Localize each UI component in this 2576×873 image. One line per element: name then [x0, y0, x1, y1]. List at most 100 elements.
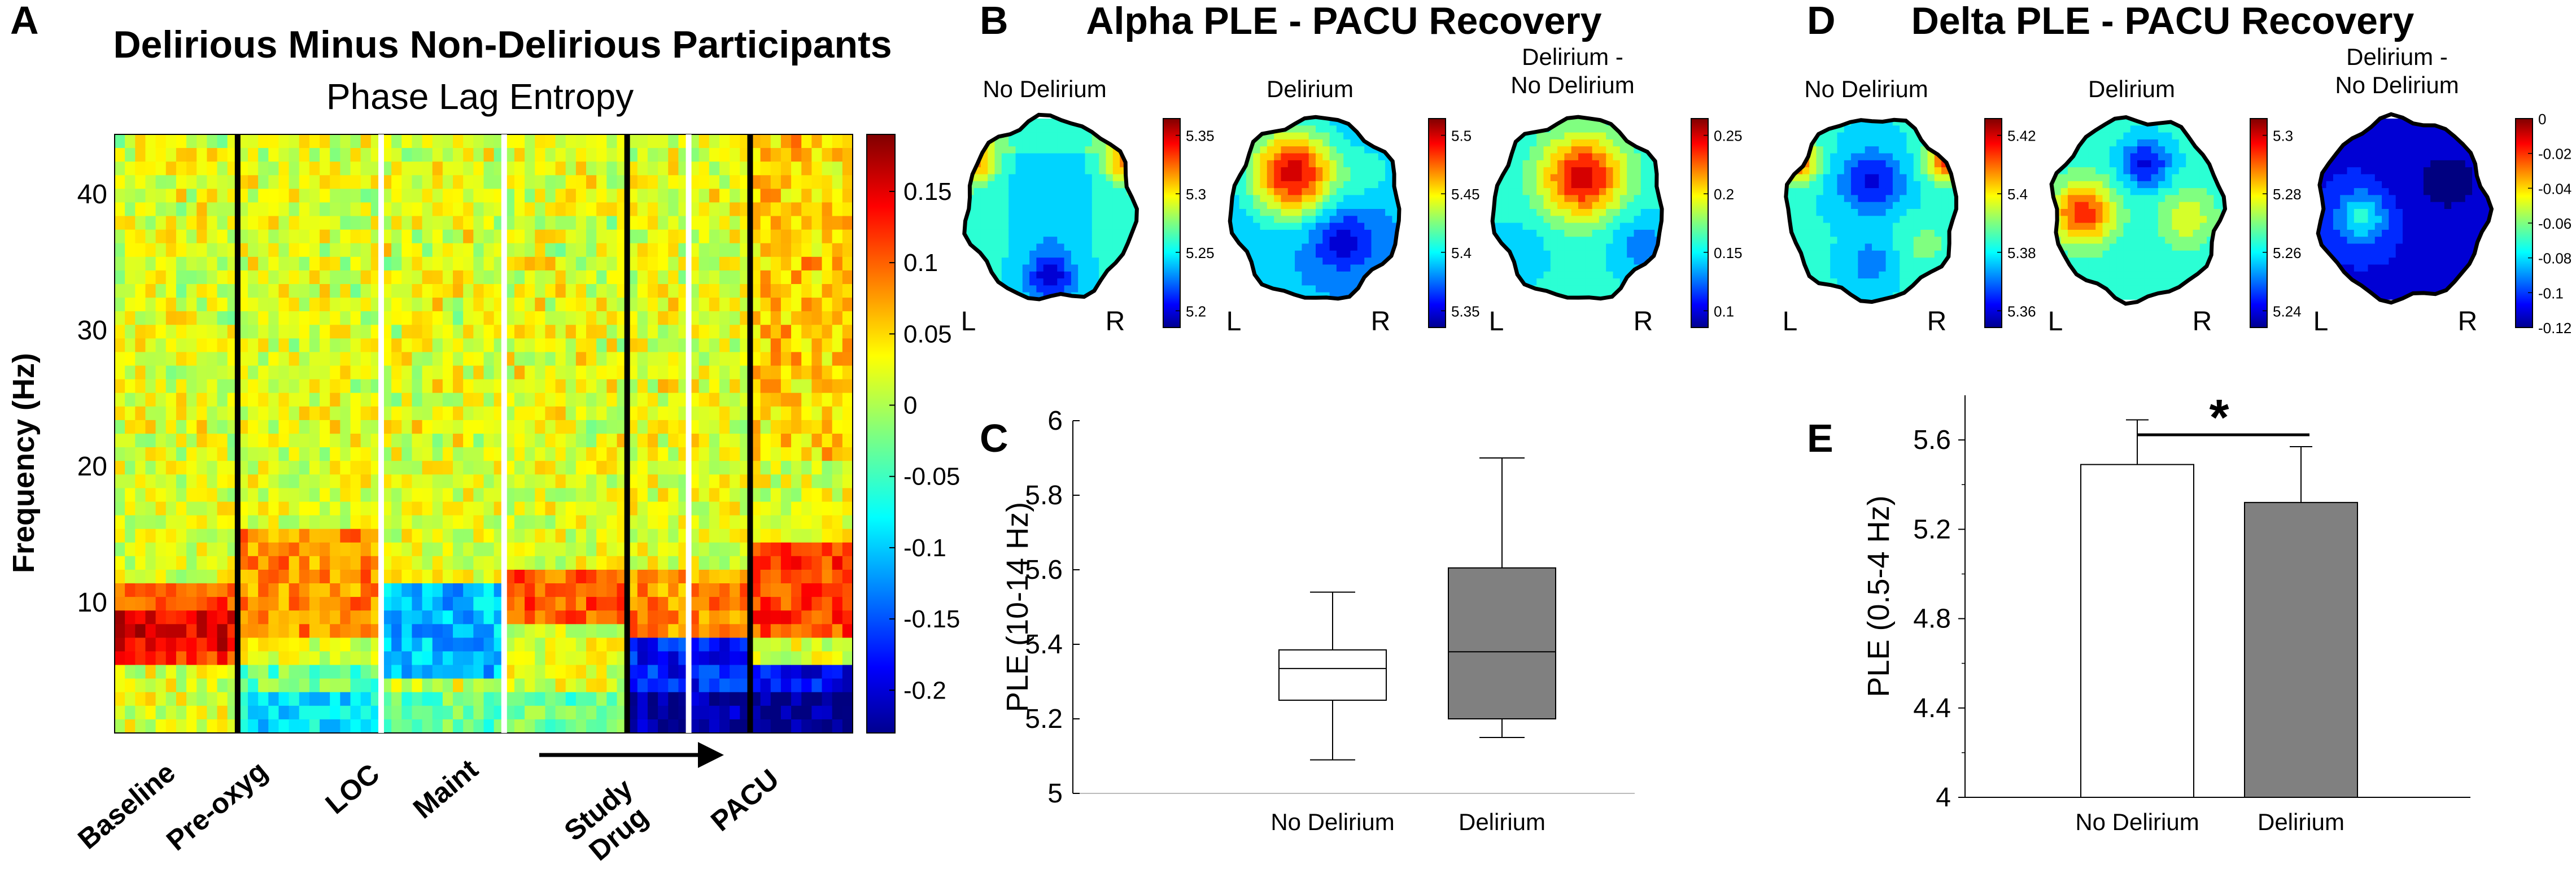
heatmap-cell — [360, 434, 372, 448]
topomap-cell — [1364, 209, 1372, 217]
heatmap-cell — [801, 134, 812, 149]
heatmap-cell — [791, 488, 802, 503]
topomap-cell — [1578, 271, 1586, 279]
heatmap-cell — [165, 515, 177, 530]
heatmap-cell — [801, 379, 812, 394]
heatmap-cell — [350, 447, 361, 461]
colorbar-tick-label: -0.15 — [903, 605, 960, 633]
heatmap-cell — [525, 406, 535, 421]
heatmap-cell — [247, 189, 259, 203]
heatmap-cell — [668, 392, 679, 407]
heatmap-cell — [698, 229, 710, 244]
topomap-cell — [1267, 139, 1274, 147]
heatmap-cell — [463, 692, 474, 706]
topomap-cell — [964, 257, 968, 265]
heatmap-cell — [330, 256, 340, 271]
heatmap-cell — [309, 556, 320, 570]
segment-label-study-drug: StudyDrug — [558, 772, 659, 871]
topomap-cell — [1399, 272, 1407, 279]
heatmap-cell — [730, 270, 740, 285]
heatmap-cell — [730, 597, 740, 611]
topomap-cell — [1036, 278, 1044, 286]
heatmap-cell — [780, 692, 792, 706]
heatmap-cell — [473, 705, 484, 720]
topomap-cell — [1022, 153, 1030, 161]
topomap-cell — [1099, 229, 1107, 237]
topomap-cell — [1078, 278, 1086, 286]
topomap-cell — [1260, 292, 1268, 299]
topomap-cell — [1364, 229, 1372, 237]
heatmap-cell — [309, 406, 320, 421]
heatmap-cell — [483, 651, 495, 666]
topomap-cell — [1071, 222, 1079, 230]
topomap-cell — [1536, 202, 1544, 209]
topomap-cell — [1399, 133, 1407, 140]
heatmap-cell — [350, 365, 361, 380]
heatmap-cell — [320, 569, 330, 584]
heatmap-cell — [565, 515, 577, 530]
topomap-cell — [1322, 250, 1330, 258]
heatmap-cell — [668, 352, 679, 366]
heatmap-cell — [340, 488, 351, 503]
topomap-cell — [1378, 216, 1386, 224]
topomap-cell — [1274, 216, 1282, 224]
heatmap-cell — [340, 583, 351, 597]
topomap-cell — [1392, 285, 1399, 293]
topomap-cell — [1557, 237, 1565, 245]
heatmap-cell — [730, 638, 740, 652]
heatmap-cell — [555, 365, 566, 380]
heatmap-cell — [698, 583, 710, 597]
heatmap-cell — [155, 229, 167, 244]
heatmap-cell — [422, 678, 433, 693]
heatmap-cell — [258, 624, 269, 638]
heatmap-cell — [145, 189, 156, 203]
topomap-cell — [1371, 125, 1379, 133]
topomap-cell — [1091, 119, 1099, 126]
topomap-cell — [1550, 195, 1558, 203]
heatmap-cell — [811, 461, 823, 475]
heatmap-cell — [125, 610, 136, 625]
heatmap-cell — [207, 216, 218, 230]
heatmap-cell — [473, 216, 484, 230]
heatmap-cell — [647, 692, 658, 706]
topomap-cell — [1260, 174, 1268, 182]
heatmap-cell — [637, 216, 648, 230]
heatmap-cell — [575, 284, 587, 298]
heatmap-cell — [217, 352, 228, 366]
heatmap-cell — [647, 501, 658, 516]
topomap-cell — [1064, 132, 1072, 140]
heatmap-cell — [176, 243, 187, 257]
heatmap-cell — [483, 189, 495, 203]
heatmap-cell — [165, 665, 177, 679]
heatmap-cell — [832, 134, 843, 149]
topomap-cell — [1274, 278, 1282, 286]
heatmap-cell — [565, 638, 577, 652]
heatmap-cell — [165, 610, 177, 625]
topomap-cell — [1230, 237, 1233, 245]
heatmap-cell — [422, 461, 433, 475]
heatmap-cell — [719, 434, 730, 448]
topomap-cell — [1516, 250, 1523, 258]
topomap-cell — [1385, 285, 1393, 293]
heatmap-cell — [770, 189, 781, 203]
topomap-cell — [1091, 216, 1099, 224]
topomap-cell — [1578, 181, 1586, 189]
heatmap-cell — [647, 529, 658, 543]
heatmap-cell — [330, 202, 340, 217]
heatmap-cell — [412, 447, 423, 461]
heatmap-cell — [401, 529, 413, 543]
topomap-cell — [1364, 188, 1372, 196]
heatmap-cell — [145, 352, 156, 366]
heatmap-cell — [555, 175, 566, 189]
topomap-cell — [1008, 146, 1016, 154]
topomap-cell — [1329, 271, 1337, 279]
heatmap-cell — [176, 678, 187, 693]
topomap-cell — [1064, 257, 1072, 265]
heatmap-cell — [719, 515, 730, 530]
heatmap-cell — [791, 583, 802, 597]
topomap-cell — [1015, 271, 1023, 279]
heatmap-cell — [565, 501, 577, 516]
heatmap-cell — [145, 270, 156, 285]
heatmap-cell — [565, 256, 577, 271]
heatmap-cell — [217, 311, 228, 325]
